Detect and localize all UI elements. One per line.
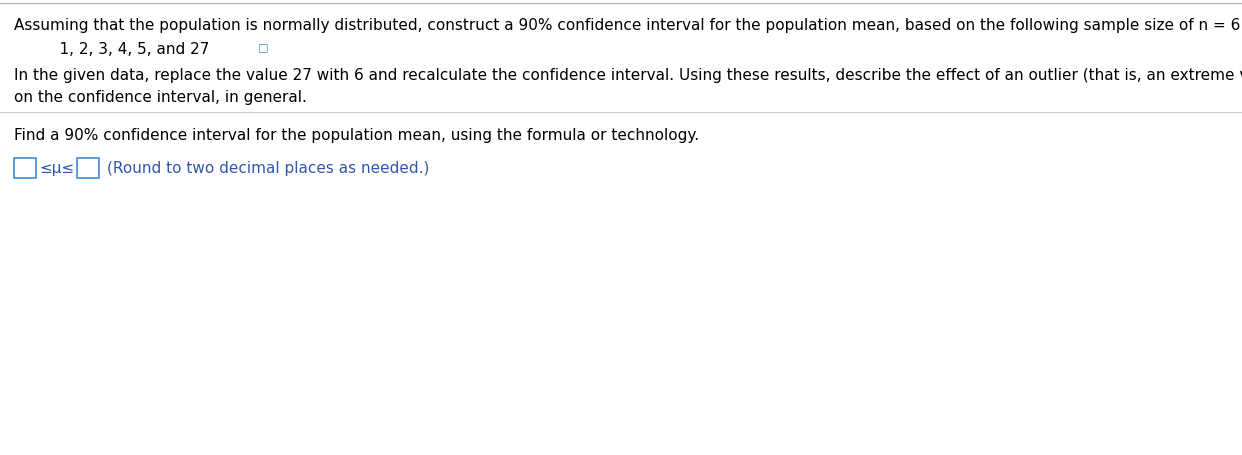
Text: 1, 2, 3, 4, 5, and 27: 1, 2, 3, 4, 5, and 27 — [40, 42, 215, 57]
Text: □: □ — [258, 42, 268, 52]
Bar — [14, 158, 36, 178]
Text: (Round to two decimal places as needed.): (Round to two decimal places as needed.) — [107, 161, 430, 176]
Text: Assuming that the population is normally distributed, construct a 90% confidence: Assuming that the population is normally… — [14, 18, 1242, 33]
Text: ≤μ≤: ≤μ≤ — [39, 161, 75, 176]
Text: In the given data, replace the value 27 with 6 and recalculate the confidence in: In the given data, replace the value 27 … — [14, 68, 1242, 83]
Bar — [77, 158, 99, 178]
Text: Find a 90% confidence interval for the population mean, using the formula or tec: Find a 90% confidence interval for the p… — [14, 128, 699, 143]
Text: on the confidence interval, in general.: on the confidence interval, in general. — [14, 90, 307, 105]
